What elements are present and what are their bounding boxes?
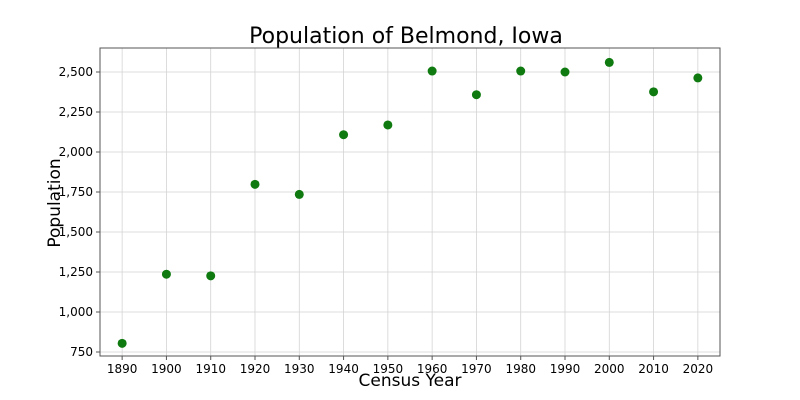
data-point-1990	[560, 67, 570, 77]
y-tick-label: 750	[70, 345, 93, 359]
data-point-1910	[206, 271, 216, 281]
x-tick-label: 1940	[328, 362, 359, 376]
data-point-1950	[383, 120, 393, 130]
y-tick-label: 1,250	[59, 265, 93, 279]
grid-lines	[100, 48, 720, 356]
data-points	[117, 57, 703, 348]
x-axis-label: Census Year	[359, 371, 462, 391]
y-tick-label: 2,000	[59, 145, 93, 159]
y-tick-label: 1,000	[59, 305, 93, 319]
y-axis-label: Population	[45, 158, 65, 247]
y-tick-label: 2,250	[59, 105, 93, 119]
data-point-1930	[294, 189, 304, 199]
data-point-1980	[516, 66, 526, 76]
x-tick-label: 1890	[107, 362, 138, 376]
data-point-1920	[250, 179, 260, 189]
data-point-1960	[427, 66, 437, 76]
data-point-1970	[471, 90, 481, 100]
chart-title: Population of Belmond, Iowa	[249, 24, 563, 49]
x-tick-label: 1970	[461, 362, 492, 376]
data-point-1890	[117, 338, 127, 348]
data-point-2020	[693, 73, 703, 83]
data-point-2010	[649, 87, 659, 97]
x-tick-label: 1930	[284, 362, 315, 376]
x-tick-label: 2010	[638, 362, 669, 376]
axis-ticks: 1890 1900 1910 1920 1930 1940 1950 1960 1970 1980…	[59, 65, 713, 376]
x-tick-label: 2000	[594, 362, 625, 376]
y-tick-label: 1,750	[59, 185, 93, 199]
data-point-1900	[161, 269, 171, 279]
y-tick-label: 1,500	[59, 225, 93, 239]
x-tick-label: 1960	[417, 362, 448, 376]
x-tick-label: 1920	[240, 362, 271, 376]
plot-frame	[99, 47, 721, 357]
x-tick-label: 1980	[505, 362, 536, 376]
x-tick-label: 1910	[195, 362, 226, 376]
x-tick-label: 2020	[683, 362, 714, 376]
data-point-2000	[604, 57, 614, 67]
data-point-1940	[339, 130, 349, 140]
y-tick-label: 2,500	[59, 65, 93, 79]
x-tick-label: 1990	[550, 362, 581, 376]
x-tick-label: 1950	[373, 362, 404, 376]
x-tick-label: 1900	[151, 362, 182, 376]
